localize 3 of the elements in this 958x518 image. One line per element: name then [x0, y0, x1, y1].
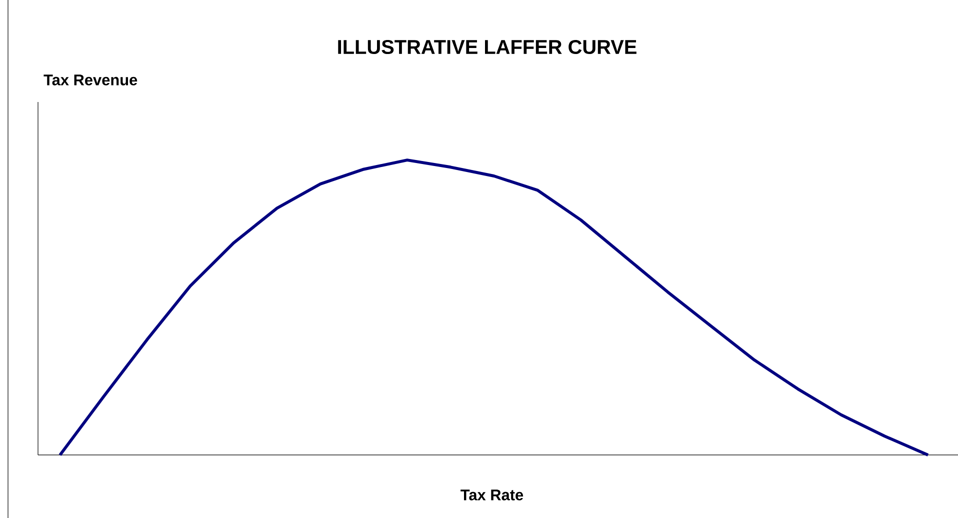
x-axis-title: Tax Rate	[460, 490, 524, 500]
chart-title: ILLUSTRATIVE LAFFER CURVE	[338, 40, 636, 54]
y-axis-title: Tax Revenue	[44, 74, 138, 86]
